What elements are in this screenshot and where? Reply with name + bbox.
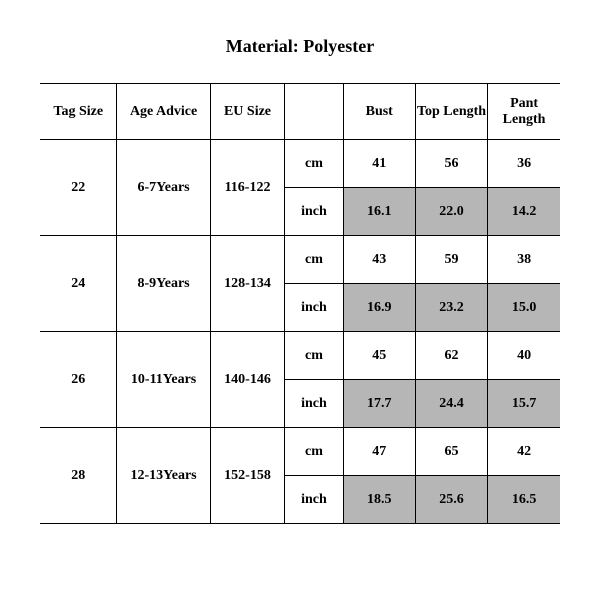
cell-unit-cm: cm xyxy=(285,236,343,284)
cell-top-length-inch: 24.4 xyxy=(415,380,487,428)
cell-pant-length-inch: 14.2 xyxy=(488,188,560,236)
cell-age-advice: 6-7Years xyxy=(117,140,210,236)
table-row: 24 8-9Years 128-134 cm 43 59 38 xyxy=(40,236,560,284)
col-pant-length: Pant Length xyxy=(488,84,560,140)
cell-bust-inch: 17.7 xyxy=(343,380,415,428)
cell-eu-size: 140-146 xyxy=(210,332,285,428)
cell-unit-inch: inch xyxy=(285,476,343,524)
table-row: 28 12-13Years 152-158 cm 47 65 42 xyxy=(40,428,560,476)
col-tag-size: Tag Size xyxy=(40,84,117,140)
cell-top-length-cm: 65 xyxy=(415,428,487,476)
cell-eu-size: 152-158 xyxy=(210,428,285,524)
cell-bust-cm: 47 xyxy=(343,428,415,476)
cell-top-length-cm: 59 xyxy=(415,236,487,284)
cell-bust-inch: 16.9 xyxy=(343,284,415,332)
table-row: 22 6-7Years 116-122 cm 41 56 36 xyxy=(40,140,560,188)
cell-top-length-inch: 23.2 xyxy=(415,284,487,332)
cell-tag-size: 22 xyxy=(40,140,117,236)
cell-top-length-inch: 25.6 xyxy=(415,476,487,524)
cell-tag-size: 28 xyxy=(40,428,117,524)
cell-tag-size: 26 xyxy=(40,332,117,428)
cell-unit-cm: cm xyxy=(285,332,343,380)
cell-unit-cm: cm xyxy=(285,428,343,476)
cell-unit-inch: inch xyxy=(285,188,343,236)
cell-pant-length-inch: 15.0 xyxy=(488,284,560,332)
cell-pant-length-cm: 40 xyxy=(488,332,560,380)
table-header-row: Tag Size Age Advice EU Size Bust Top Len… xyxy=(40,84,560,140)
cell-top-length-cm: 62 xyxy=(415,332,487,380)
cell-bust-cm: 43 xyxy=(343,236,415,284)
col-bust: Bust xyxy=(343,84,415,140)
cell-unit-inch: inch xyxy=(285,380,343,428)
col-age-advice: Age Advice xyxy=(117,84,210,140)
cell-top-length-inch: 22.0 xyxy=(415,188,487,236)
cell-pant-length-cm: 42 xyxy=(488,428,560,476)
cell-age-advice: 10-11Years xyxy=(117,332,210,428)
cell-bust-inch: 16.1 xyxy=(343,188,415,236)
col-eu-size: EU Size xyxy=(210,84,285,140)
cell-pant-length-inch: 16.5 xyxy=(488,476,560,524)
cell-bust-inch: 18.5 xyxy=(343,476,415,524)
col-unit xyxy=(285,84,343,140)
cell-eu-size: 116-122 xyxy=(210,140,285,236)
cell-eu-size: 128-134 xyxy=(210,236,285,332)
cell-age-advice: 12-13Years xyxy=(117,428,210,524)
table-row: 26 10-11Years 140-146 cm 45 62 40 xyxy=(40,332,560,380)
col-top-length: Top Length xyxy=(415,84,487,140)
size-table: Tag Size Age Advice EU Size Bust Top Len… xyxy=(40,83,560,524)
cell-tag-size: 24 xyxy=(40,236,117,332)
cell-bust-cm: 41 xyxy=(343,140,415,188)
cell-top-length-cm: 56 xyxy=(415,140,487,188)
cell-bust-cm: 45 xyxy=(343,332,415,380)
page-title: Material: Polyester xyxy=(0,0,600,75)
cell-age-advice: 8-9Years xyxy=(117,236,210,332)
cell-pant-length-inch: 15.7 xyxy=(488,380,560,428)
cell-pant-length-cm: 36 xyxy=(488,140,560,188)
cell-pant-length-cm: 38 xyxy=(488,236,560,284)
cell-unit-cm: cm xyxy=(285,140,343,188)
cell-unit-inch: inch xyxy=(285,284,343,332)
